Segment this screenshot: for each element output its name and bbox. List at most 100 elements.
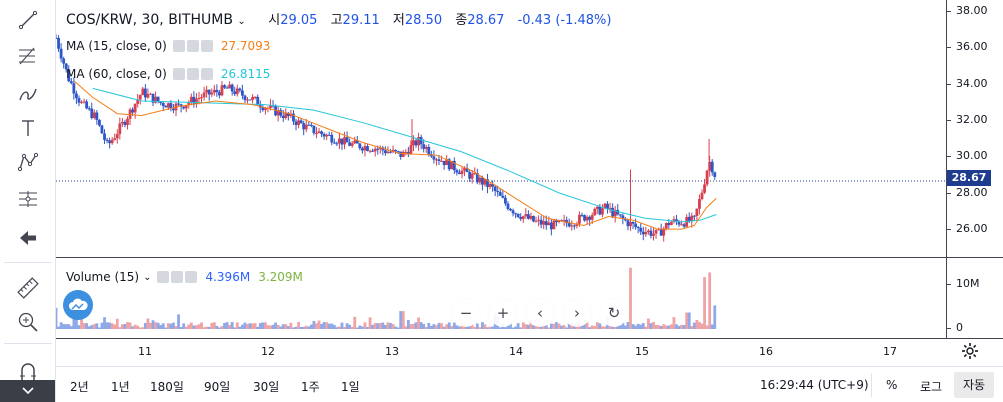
candle-body [687,216,691,222]
range-1y-button[interactable]: 1년 [111,380,130,394]
volume-bar [113,324,117,329]
zoom-out-button[interactable]: − [452,299,480,327]
fib-icon[interactable] [10,40,46,72]
time-axis-line [56,338,1003,339]
reset-icon[interactable]: ↻ [600,299,628,327]
time-axis[interactable]: 11 12 13 14 15 16 17 [56,339,946,366]
volume-bar [72,314,76,329]
volume-bar [161,323,165,329]
symbol-title[interactable]: COS/KRW, 30, BITHUMB [66,12,233,28]
range-2y-button[interactable]: 2년 [70,380,89,394]
text-icon[interactable] [10,112,46,144]
candle-body [588,216,592,220]
back-arrow-icon[interactable] [10,222,46,254]
pattern-icon[interactable] [10,146,46,178]
log-scale-button[interactable]: 로그 [920,380,943,394]
volume-bar [560,325,563,329]
volume-bar [644,326,648,329]
volume-bar [146,318,150,329]
projection-icon[interactable] [10,183,46,215]
candle-body [442,160,446,166]
scroll-left-button[interactable]: ‹ [526,299,554,327]
volume-bar [98,327,101,329]
candle-body [228,84,232,89]
pane-divider[interactable] [56,257,1003,258]
volume-pane[interactable] [56,259,946,339]
time-tick: 17 [883,345,897,358]
candle-body [562,219,566,221]
chevron-down-icon[interactable]: ⌄ [237,16,246,27]
candle-body [682,224,686,227]
candle-body [230,84,234,92]
volume-axis[interactable]: 10M 0 [946,258,1003,338]
candle-body [57,37,60,49]
volume-legend[interactable]: Volume (15) ⌄ 4.396M 3.209M [66,270,303,284]
volume-bar [159,325,163,329]
range-90d-button[interactable]: 90일 [204,380,231,394]
candle-body [307,124,311,126]
volume-chart[interactable] [56,259,946,339]
price-axis[interactable]: 38.00 36.00 34.00 32.00 30.00 28.00 26.0… [946,0,1003,258]
range-180d-button[interactable]: 180일 [150,380,184,394]
candle-body [149,93,152,95]
zoom-in-button[interactable]: + [489,299,517,327]
volume-bar [404,326,408,329]
close-icon[interactable] [200,40,213,52]
volume-bar [320,323,323,329]
range-30d-button[interactable]: 30일 [253,380,280,394]
eye-icon[interactable] [172,40,185,52]
ma15-legend[interactable]: MA (15, close, 0) 27.7093 [66,39,270,53]
range-1w-button[interactable]: 1주 [301,380,320,394]
candle-body [509,208,512,211]
range-1d-button[interactable]: 1일 [341,380,360,394]
volume-bar [675,324,678,329]
candle-body [189,96,193,103]
price-chart[interactable] [56,0,946,258]
candle-body [636,227,640,229]
trend-line-icon[interactable] [10,4,46,36]
volume-bar [243,322,247,329]
candle-body [386,151,390,154]
candle-body [595,206,599,209]
ruler-icon[interactable] [10,272,46,304]
clock[interactable]: 16:29:44 (UTC+9) [760,378,869,392]
chevron-down-icon[interactable] [0,380,55,402]
candle-body [641,231,645,235]
candle-body [659,228,663,236]
volume-bar [115,318,119,329]
candle-body [401,151,405,157]
auto-scale-button[interactable]: 자동 [954,372,994,398]
eye-icon[interactable] [172,68,185,80]
scroll-right-button[interactable]: › [563,299,591,327]
volume-bar [422,323,426,329]
volume-bar [279,326,283,329]
candle-body [335,143,339,145]
volume-bar [580,325,584,329]
candle-body [695,208,699,216]
percent-scale-button[interactable]: % [886,378,898,392]
close-icon[interactable] [200,68,213,80]
price-pane[interactable] [56,0,946,258]
eye-icon[interactable] [157,271,170,283]
volume-bar [274,322,277,329]
zoom-in-icon[interactable] [10,306,46,338]
gear-icon[interactable] [186,40,199,52]
volume-bar [187,324,191,329]
candle-body [496,191,500,193]
candle-body [483,179,487,185]
candle-body [498,192,502,196]
cloud-icon[interactable] [63,290,93,320]
candle-body [486,179,489,187]
candle-body [138,95,142,100]
ma60-legend[interactable]: MA (60, close, 0) 26.8115 [66,67,270,81]
chevron-down-icon[interactable]: ⌄ [143,271,152,283]
indicator-label: MA (60, close, 0) [66,67,167,81]
gear-icon[interactable] [171,271,184,283]
close-icon[interactable] [185,271,198,283]
gear-icon[interactable] [957,340,983,362]
volume-bar [399,311,403,329]
volume-bar [511,327,515,329]
gear-icon[interactable] [186,68,199,80]
magnet-icon[interactable] [10,355,46,387]
brush-icon[interactable] [10,78,46,110]
